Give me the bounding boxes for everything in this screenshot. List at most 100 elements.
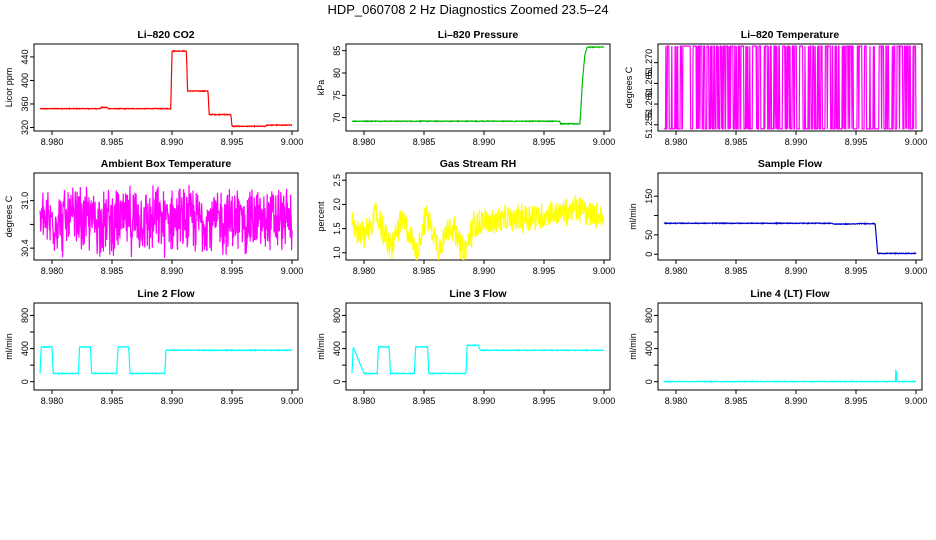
x-tick-label: 8.980 xyxy=(353,266,376,276)
y-tick-label: 1.0 xyxy=(332,246,342,259)
panel-title: Line 3 Flow xyxy=(449,288,507,300)
y-tick-label: 31.0 xyxy=(20,192,30,210)
chart-panel-2: Li–820 Pressure 8.980 8.985 8.990 8.995 9.000… xyxy=(316,29,615,147)
series-line xyxy=(663,368,917,384)
chart-panel-7: Line 2 Flow 8.980 8.985 8.990 8.995 9.000 0 400… xyxy=(4,288,303,406)
y-tick-label: 50 xyxy=(644,230,654,240)
y-axis-label: ml/min xyxy=(4,333,14,360)
series-line xyxy=(663,221,917,255)
plot-frame xyxy=(345,302,611,391)
x-tick-label: 8.995 xyxy=(221,396,244,406)
y-axis-label: ml/min xyxy=(316,333,326,360)
x-tick-label: 8.980 xyxy=(353,396,376,406)
y-tick-label: 400 xyxy=(644,341,654,356)
chart-panel-8: Line 3 Flow 8.980 8.985 8.990 8.995 9.000 0 400… xyxy=(316,288,615,406)
y-tick-label: 51.260 xyxy=(644,90,654,118)
y-tick-label: 51.265 xyxy=(644,70,654,98)
x-tick-label: 8.990 xyxy=(161,137,184,147)
y-axis-label: ml/min xyxy=(628,333,638,360)
x-tick-label: 8.990 xyxy=(785,396,808,406)
x-tick-label: 8.985 xyxy=(725,137,748,147)
x-tick-label: 8.980 xyxy=(41,266,64,276)
y-tick-label: 85 xyxy=(332,46,342,56)
x-tick-label: 8.980 xyxy=(665,266,688,276)
x-tick-label: 9.000 xyxy=(281,266,304,276)
x-tick-label: 8.995 xyxy=(221,266,244,276)
y-tick-label: 51.270 xyxy=(644,49,654,77)
panel-title: Li–820 CO2 xyxy=(137,29,194,41)
panel-title: Ambient Box Temperature xyxy=(101,158,232,170)
y-tick-label: 0 xyxy=(20,379,30,384)
y-tick-label: 75 xyxy=(332,90,342,100)
y-tick-label: 2.0 xyxy=(332,198,342,211)
chart-panel-4: Ambient Box Temperature 8.980 8.985 8.990 8.… xyxy=(4,158,303,276)
x-tick-label: 8.990 xyxy=(161,396,184,406)
y-tick-label: 30.4 xyxy=(20,239,30,257)
page-title: HDP_060708 2 Hz Diagnostics Zoomed 23.5–… xyxy=(327,2,609,17)
y-tick-label: 800 xyxy=(644,308,654,323)
series-line xyxy=(351,344,605,376)
plot-frame xyxy=(657,43,923,132)
series-line xyxy=(664,45,917,130)
x-tick-label: 8.995 xyxy=(845,396,868,406)
plot-frame xyxy=(33,172,299,261)
y-tick-label: 400 xyxy=(332,341,342,356)
x-tick-label: 8.980 xyxy=(41,396,64,406)
panel-title: Li–820 Temperature xyxy=(741,29,840,41)
series-line xyxy=(39,345,293,376)
panel-title: Sample Flow xyxy=(758,158,823,170)
x-tick-label: 8.980 xyxy=(665,137,688,147)
chart-panel-6: Sample Flow 8.980 8.985 8.990 8.995 9.000 0 50 1… xyxy=(628,158,927,276)
x-tick-label: 8.995 xyxy=(533,266,556,276)
x-tick-label: 8.995 xyxy=(533,396,556,406)
x-tick-label: 8.985 xyxy=(725,396,748,406)
plot-frame xyxy=(33,43,299,132)
panel-title: Line 2 Flow xyxy=(137,288,195,300)
x-tick-label: 8.990 xyxy=(473,396,496,406)
plot-frame xyxy=(657,302,923,391)
plot-frame xyxy=(345,43,611,132)
y-tick-label: 400 xyxy=(20,73,30,88)
x-tick-label: 8.995 xyxy=(221,137,244,147)
x-tick-label: 9.000 xyxy=(281,396,304,406)
x-tick-label: 8.985 xyxy=(101,396,124,406)
x-tick-label: 8.985 xyxy=(101,137,124,147)
y-tick-label: 0 xyxy=(644,252,654,257)
x-tick-label: 9.000 xyxy=(905,137,928,147)
chart-panel-5: Gas Stream RH 8.980 8.985 8.990 8.995 9.000 1.… xyxy=(316,158,615,276)
y-tick-label: 51.255 xyxy=(644,111,654,139)
y-axis-label: kPa xyxy=(316,80,326,96)
y-axis-label: percent xyxy=(316,201,326,232)
x-tick-label: 9.000 xyxy=(281,137,304,147)
x-tick-label: 8.980 xyxy=(41,137,64,147)
chart-panel-3: Li–820 Temperature 8.980 8.985 8.990 8.995 9.… xyxy=(624,29,927,147)
x-tick-label: 8.985 xyxy=(413,266,436,276)
y-axis-label: degrees C xyxy=(624,66,634,108)
y-axis-label: Licor ppm xyxy=(4,68,14,108)
y-tick-label: 0 xyxy=(644,379,654,384)
x-tick-label: 8.995 xyxy=(533,137,556,147)
y-axis-label: ml/min xyxy=(628,203,638,230)
x-tick-label: 8.980 xyxy=(665,396,688,406)
x-tick-label: 9.000 xyxy=(593,396,616,406)
series-line xyxy=(39,49,293,128)
y-axis-label: degrees C xyxy=(4,195,14,237)
y-tick-label: 320 xyxy=(20,120,30,135)
x-tick-label: 8.990 xyxy=(785,137,808,147)
plot-frame xyxy=(33,302,299,391)
x-tick-label: 8.990 xyxy=(473,137,496,147)
x-tick-label: 8.985 xyxy=(101,266,124,276)
x-tick-label: 8.990 xyxy=(161,266,184,276)
x-tick-label: 9.000 xyxy=(905,396,928,406)
plot-frame xyxy=(657,172,923,261)
y-tick-label: 2.5 xyxy=(332,174,342,187)
panel-title: Gas Stream RH xyxy=(440,158,516,170)
y-tick-label: 0 xyxy=(332,379,342,384)
x-tick-label: 8.990 xyxy=(473,266,496,276)
x-tick-label: 8.985 xyxy=(413,396,436,406)
x-tick-label: 8.985 xyxy=(725,266,748,276)
y-tick-label: 360 xyxy=(20,96,30,111)
y-tick-label: 150 xyxy=(644,189,654,204)
x-tick-label: 9.000 xyxy=(593,137,616,147)
